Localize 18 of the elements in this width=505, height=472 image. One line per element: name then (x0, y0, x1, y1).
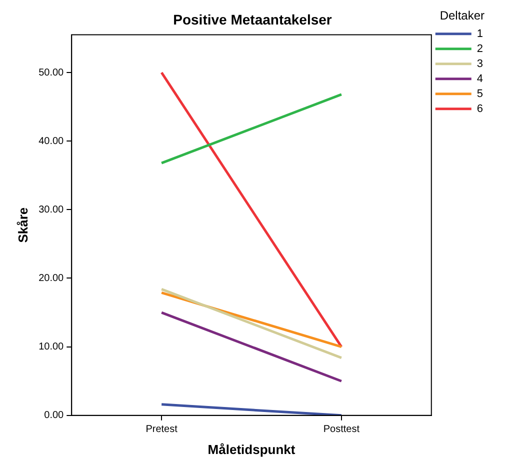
y-tick-label: 0.00 (44, 410, 64, 422)
y-axis-title: Skåre (15, 207, 30, 243)
y-tick-label: 40.00 (38, 136, 64, 147)
x-tick-label: Pretest (146, 424, 178, 436)
legend-label: 3 (476, 58, 484, 70)
legend-label: 2 (476, 42, 484, 55)
legend-label: 6 (476, 102, 484, 115)
legend-label: 5 (476, 88, 484, 100)
legend-label: 1 (476, 28, 484, 40)
x-tick-label: Posttest (323, 424, 360, 436)
chart-title: Positive Metaantakelser (173, 11, 332, 28)
y-tick-label: 30.00 (38, 204, 64, 216)
y-tick-label: 20.00 (38, 272, 64, 284)
y-tick-label: 10.00 (38, 342, 64, 353)
x-axis-title: Måletidspunkt (208, 442, 296, 457)
legend-label: 4 (476, 72, 484, 85)
legend-title: Deltaker (440, 8, 485, 22)
y-tick-label: 50.00 (38, 67, 64, 78)
